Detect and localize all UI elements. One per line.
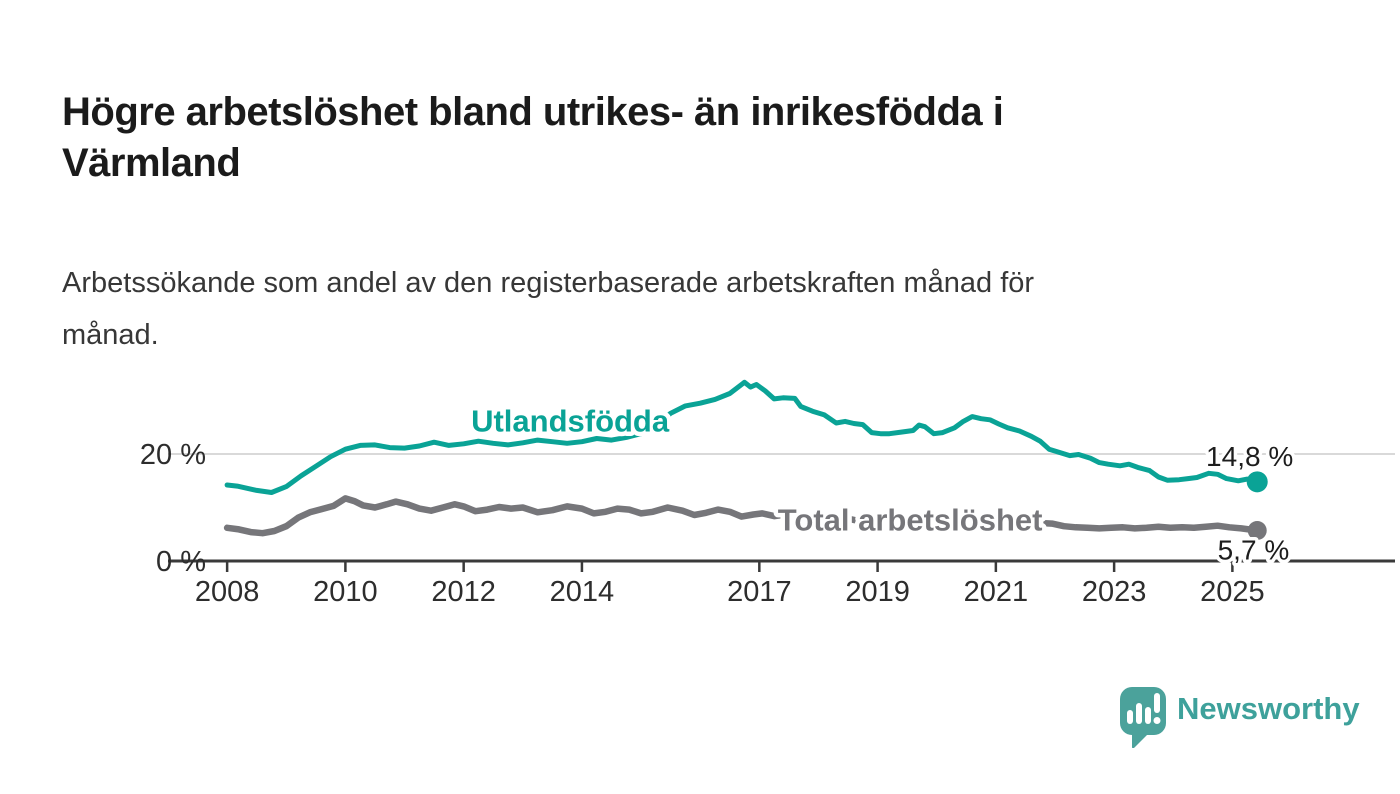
x-tick-label: 2008 bbox=[195, 576, 260, 608]
total-arbetsloshet-line bbox=[223, 495, 1261, 537]
x-tick-label: 2012 bbox=[431, 576, 496, 608]
x-tick-label: 2023 bbox=[1082, 576, 1147, 608]
newsworthy-logo-icon bbox=[1120, 687, 1166, 748]
newsworthy-wordmark: Newsworthy bbox=[1177, 691, 1360, 726]
total-end-dot bbox=[1247, 521, 1267, 541]
total-series-label: Total arbetslöshet bbox=[778, 502, 1043, 537]
utlandsfodda-series-label: Utlandsfödda bbox=[471, 403, 670, 438]
x-tick-label: 2014 bbox=[550, 576, 615, 608]
chart-area: 2008 2010 2012 2014 2017 2019 2021 2023 2025 20 %… bbox=[0, 340, 1400, 630]
y-tick-label: 20 % bbox=[140, 439, 206, 471]
x-tick-label: 2010 bbox=[313, 576, 378, 608]
page-title: Högre arbetslöshet bland utrikes- än inr… bbox=[62, 89, 1004, 185]
x-tick-label: 2025 bbox=[1200, 576, 1265, 608]
x-tick-label: 2019 bbox=[845, 576, 910, 608]
total-end-value: 5,7 % bbox=[1218, 535, 1290, 566]
line-chart: 2008 2010 2012 2014 2017 2019 2021 2023 2025 20 %… bbox=[140, 379, 1395, 608]
x-tick-label: 2021 bbox=[964, 576, 1029, 608]
newsworthy-logo: Newsworthy bbox=[1117, 686, 1360, 748]
page-subtitle: Arbetssökande som andel av den registerb… bbox=[62, 267, 1035, 352]
x-tick-label: 2017 bbox=[727, 576, 792, 608]
utlandsfodda-end-dot bbox=[1246, 471, 1268, 493]
y-tick-label: 0 % bbox=[156, 546, 206, 578]
utlandsfodda-line bbox=[224, 379, 1260, 495]
utlandsfodda-end-value: 14,8 % bbox=[1206, 441, 1293, 472]
